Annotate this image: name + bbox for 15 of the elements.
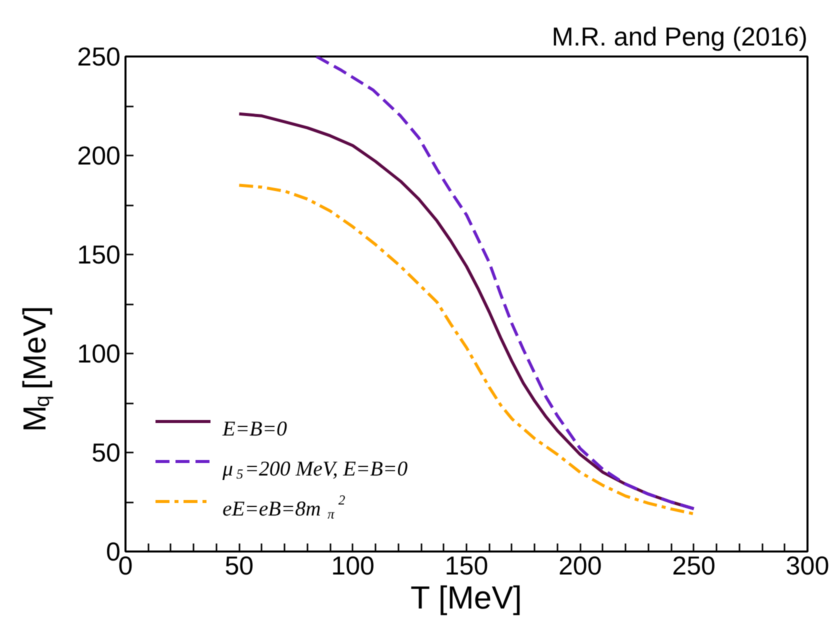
y-tick-label: 100 — [77, 338, 121, 368]
x-tick-label: 200 — [558, 550, 602, 580]
x-tick-label: 100 — [331, 550, 375, 580]
y-axis-title: Mq [MeV] — [16, 306, 54, 432]
y-tick-label: 50 — [92, 438, 120, 468]
x-axis-title: T [MeV] — [410, 580, 522, 616]
x-tick-label: 300 — [786, 550, 830, 580]
y-tick-label: 250 — [77, 42, 121, 72]
x-tick-label: 150 — [444, 550, 488, 580]
chart-title: M.R. and Peng (2016) — [552, 22, 808, 52]
x-tick-label: 250 — [672, 550, 716, 580]
y-tick-label: 150 — [77, 240, 121, 270]
legend-label: E=B=0 — [222, 416, 288, 440]
y-tick-label: 200 — [77, 140, 121, 170]
x-tick-label: 50 — [224, 550, 254, 580]
